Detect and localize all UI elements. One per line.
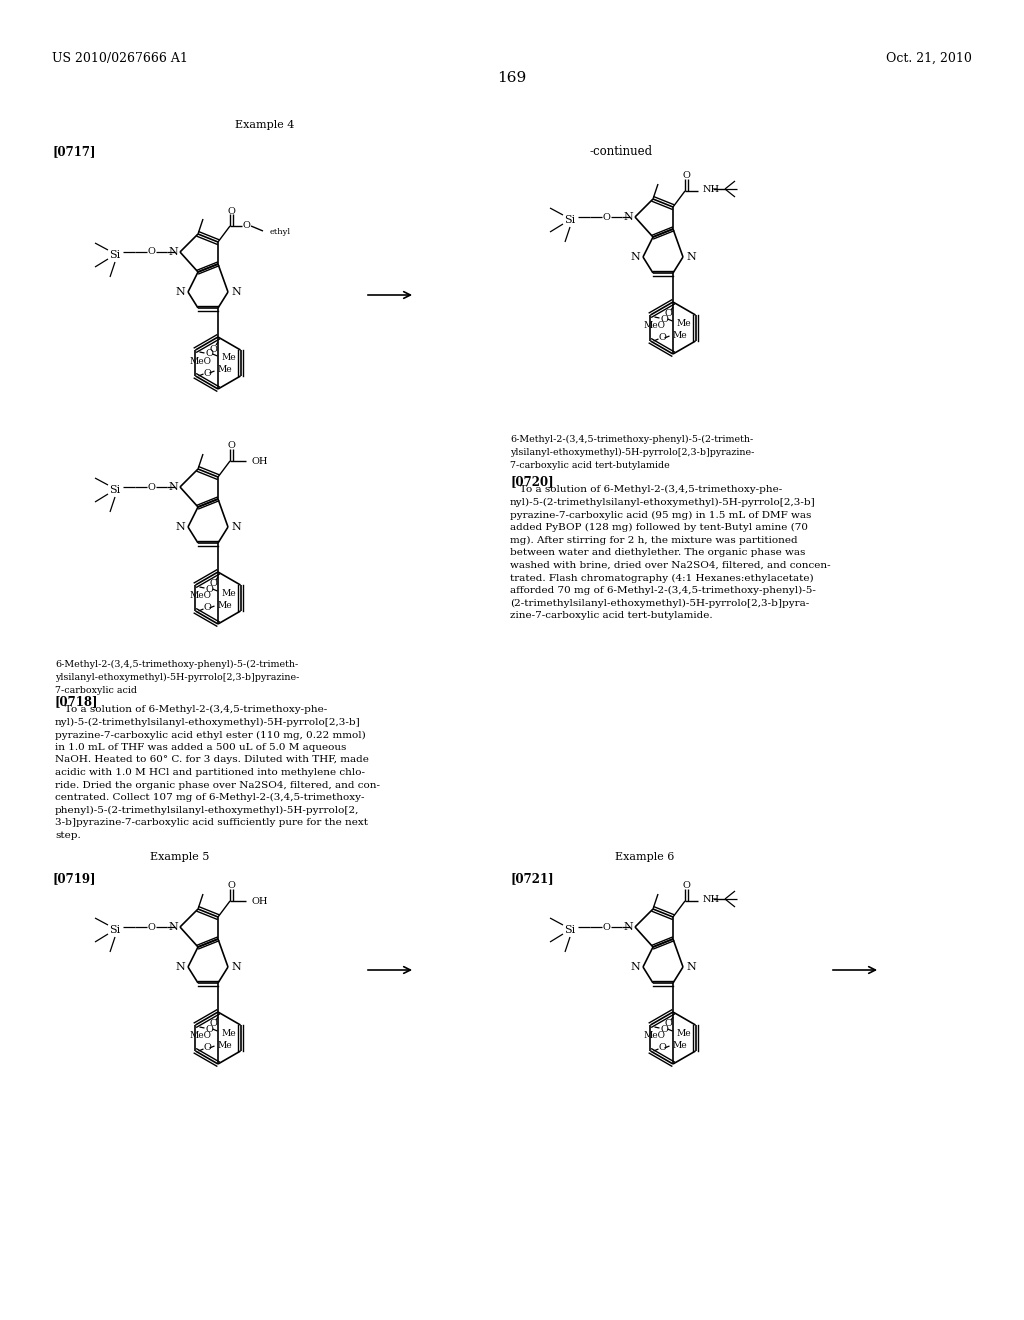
Text: O: O [147,483,155,491]
Text: Me: Me [217,366,232,375]
Text: MeO: MeO [644,322,666,330]
Text: N: N [630,252,640,261]
Text: Me: Me [673,330,687,339]
Text: ethyl: ethyl [270,228,291,236]
Text: NH: NH [703,895,720,903]
Text: O: O [602,923,610,932]
Text: N: N [231,521,241,532]
Text: ylsilanyl-ethoxymethyl)-5H-pyrrolo[2,3-b]pyrazine-: ylsilanyl-ethoxymethyl)-5H-pyrrolo[2,3-b… [510,447,755,457]
Text: Me: Me [217,1040,232,1049]
Text: O: O [664,309,672,318]
Text: N: N [630,962,640,972]
Text: Si: Si [110,249,121,260]
Text: N: N [231,286,241,297]
Text: Me: Me [673,1040,687,1049]
Text: Me: Me [221,1028,237,1038]
Text: O: O [204,1044,211,1052]
Text: N: N [624,921,633,932]
Text: [0718]: [0718] [55,696,98,708]
Text: N: N [168,482,178,492]
Text: Oct. 21, 2010: Oct. 21, 2010 [886,51,972,65]
Text: O: O [664,1019,672,1028]
Text: OH: OH [252,896,268,906]
Text: Si: Si [110,925,121,935]
Text: Me: Me [221,589,237,598]
Text: O: O [227,882,234,891]
Text: MeO: MeO [189,591,211,601]
Text: [0720]: [0720] [510,475,554,488]
Text: N: N [686,252,695,261]
Text: ylsilanyl-ethoxymethyl)-5H-pyrrolo[2,3-b]pyrazine-: ylsilanyl-ethoxymethyl)-5H-pyrrolo[2,3-b… [55,673,299,682]
Text: NH: NH [703,185,720,194]
Text: Si: Si [564,215,575,224]
Text: O: O [206,350,213,359]
Text: MeO: MeO [189,356,211,366]
Text: -continued: -continued [590,145,653,158]
Text: O: O [204,603,211,612]
Text: Si: Si [110,484,121,495]
Text: O: O [206,585,213,594]
Text: Me: Me [677,318,691,327]
Text: Me: Me [677,1028,691,1038]
Text: O: O [206,1024,213,1034]
Text: 6-Methyl-2-(3,4,5-trimethoxy-phenyl)-5-(2-trimeth-: 6-Methyl-2-(3,4,5-trimethoxy-phenyl)-5-(… [55,660,298,669]
Text: O: O [209,1019,217,1028]
Text: O: O [204,368,211,378]
Text: Me: Me [217,601,232,610]
Text: N: N [231,962,241,972]
Text: To a solution of 6-Methyl-2-(3,4,5-trimethoxy-phe-
nyl)-5-(2-trimethylsilanyl-et: To a solution of 6-Methyl-2-(3,4,5-trime… [55,705,380,840]
Text: O: O [660,1024,669,1034]
Text: O: O [242,222,250,231]
Text: 169: 169 [498,71,526,84]
Text: O: O [209,345,217,354]
Text: Example 4: Example 4 [236,120,295,129]
Text: 6-Methyl-2-(3,4,5-trimethoxy-phenyl)-5-(2-trimeth-: 6-Methyl-2-(3,4,5-trimethoxy-phenyl)-5-(… [510,436,754,444]
Text: To a solution of 6-Methyl-2-(3,4,5-trimethoxy-phe-
nyl)-5-(2-trimethylsilanyl-et: To a solution of 6-Methyl-2-(3,4,5-trime… [510,484,830,620]
Text: O: O [147,923,155,932]
Text: Example 6: Example 6 [615,851,675,862]
Text: Si: Si [564,925,575,935]
Text: N: N [175,962,185,972]
Text: [0721]: [0721] [510,873,554,884]
Text: N: N [624,213,633,222]
Text: MeO: MeO [644,1031,666,1040]
Text: US 2010/0267666 A1: US 2010/0267666 A1 [52,51,187,65]
Text: O: O [147,248,155,256]
Text: Example 5: Example 5 [151,851,210,862]
Text: N: N [686,962,695,972]
Text: MeO: MeO [189,1031,211,1040]
Text: [0717]: [0717] [52,145,95,158]
Text: N: N [175,521,185,532]
Text: O: O [658,1044,667,1052]
Text: O: O [602,213,610,222]
Text: [0719]: [0719] [52,873,95,884]
Text: N: N [175,286,185,297]
Text: 7-carboxylic acid: 7-carboxylic acid [55,686,137,696]
Text: 7-carboxylic acid tert-butylamide: 7-carboxylic acid tert-butylamide [510,461,670,470]
Text: N: N [168,921,178,932]
Text: Me: Me [221,354,237,363]
Text: O: O [209,579,217,589]
Text: OH: OH [252,457,268,466]
Text: O: O [658,334,667,342]
Text: O: O [227,206,234,215]
Text: O: O [682,172,690,181]
Text: O: O [660,314,669,323]
Text: O: O [682,882,690,891]
Text: O: O [227,441,234,450]
Text: N: N [168,247,178,257]
